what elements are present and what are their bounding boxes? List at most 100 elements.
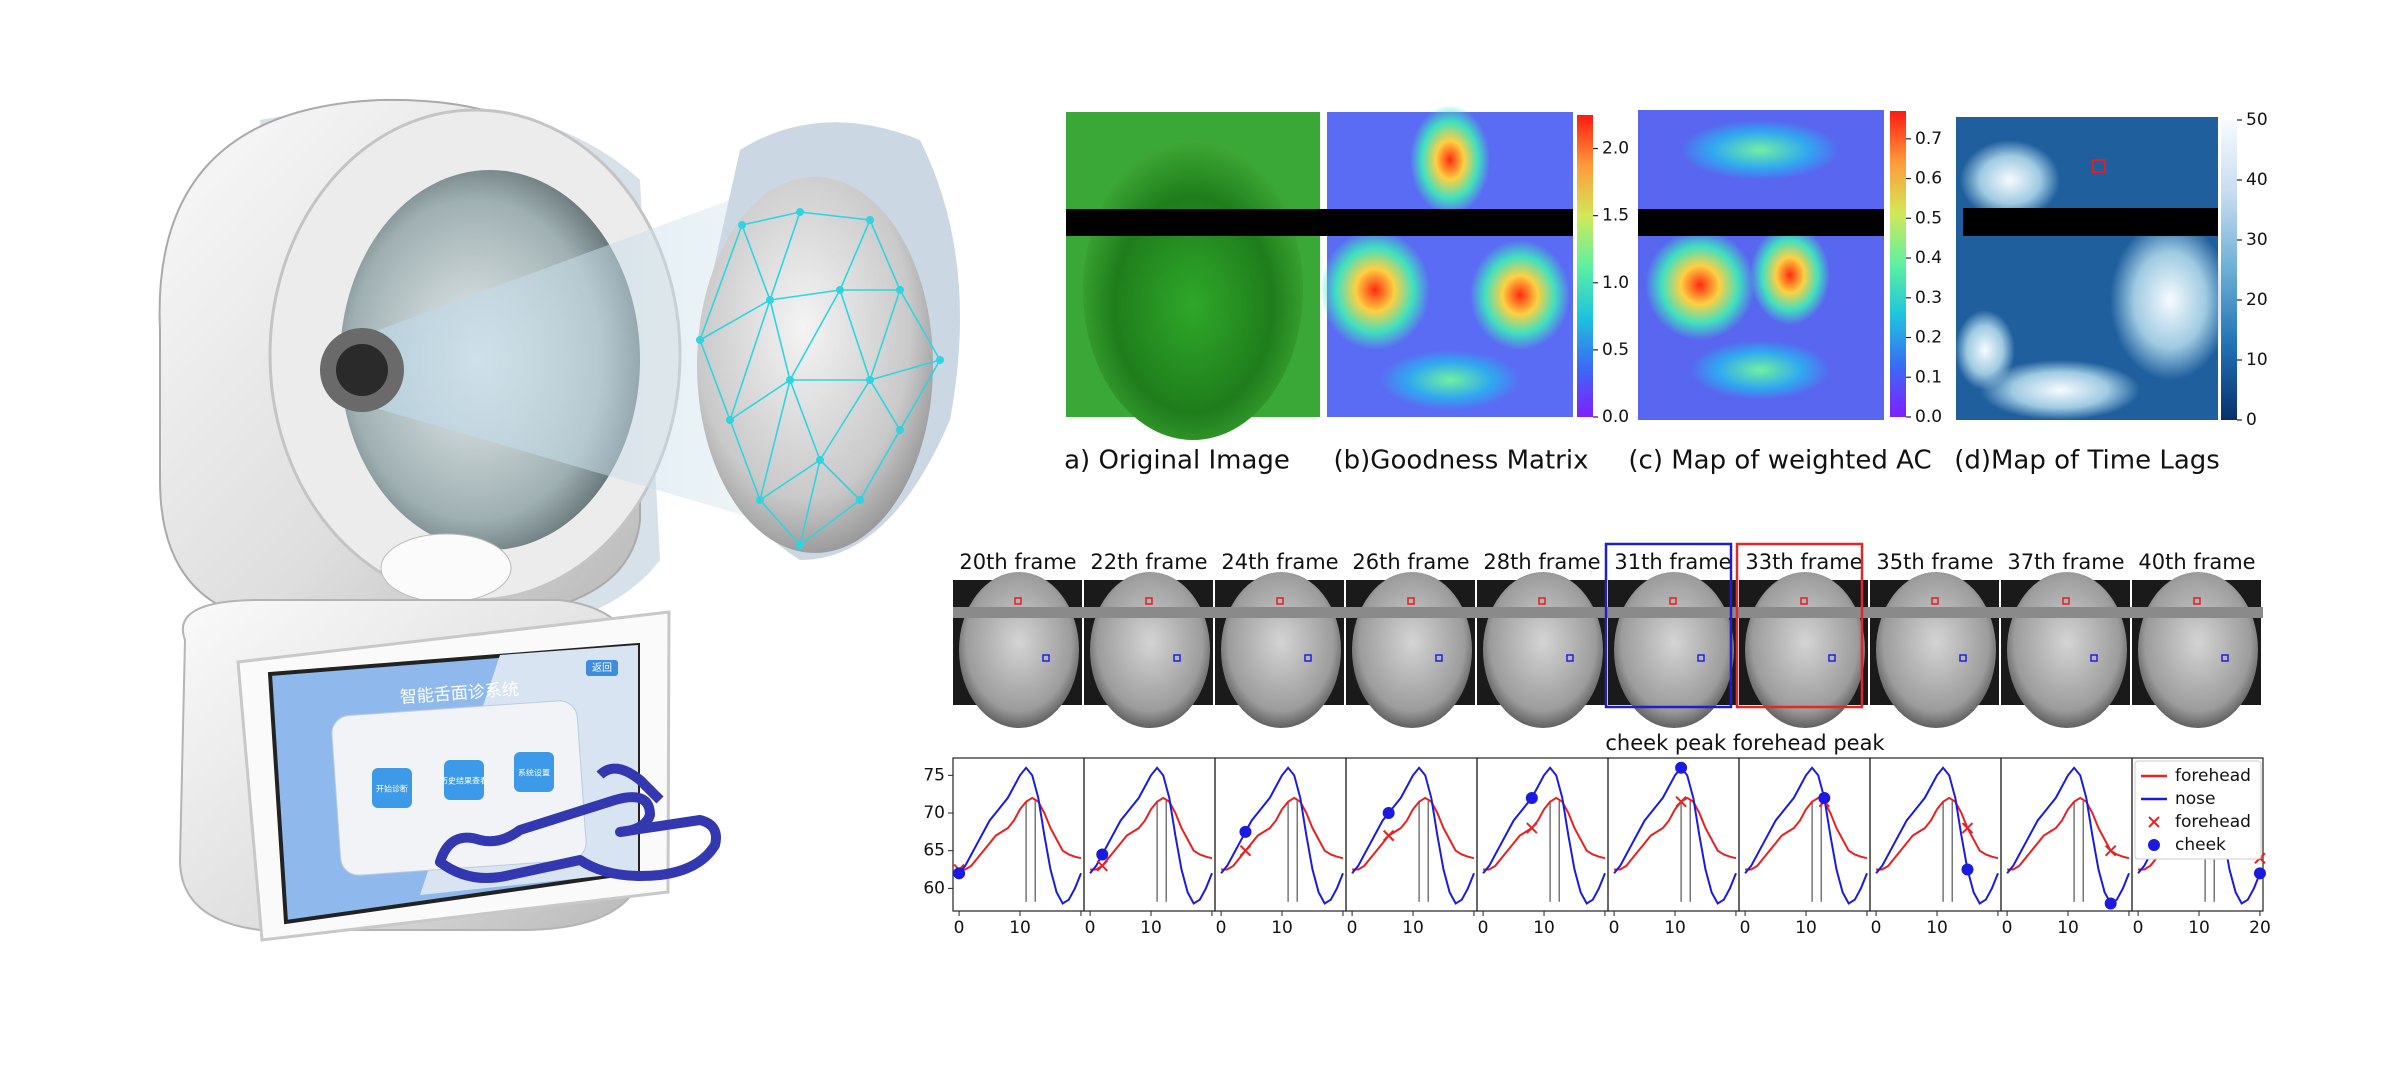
frame-label: 22th frame bbox=[1090, 550, 1207, 574]
frame-eye-bar bbox=[1477, 607, 1608, 618]
frame-face bbox=[1614, 572, 1734, 728]
colorbar-tick-label: 0 bbox=[2246, 410, 2257, 430]
panel-frame bbox=[1345, 757, 1478, 912]
hotspot bbox=[1380, 350, 1520, 410]
button[interactable] bbox=[444, 760, 484, 800]
device-illustration: 智能舌面诊系统 返回 开始诊断 历史结果查看 系统设置 bbox=[158, 98, 960, 942]
frame-eye-bar bbox=[1346, 607, 1477, 618]
x-tick-label: 10 bbox=[1140, 918, 1162, 938]
frame-eye-bar bbox=[2001, 607, 2132, 618]
frame-label: 40th frame bbox=[2138, 550, 2255, 574]
series-line bbox=[1614, 796, 1737, 871]
corner-button[interactable] bbox=[586, 660, 618, 676]
series-line bbox=[1875, 766, 1999, 905]
colorbar-tick-label: 0.5 bbox=[1602, 340, 1629, 360]
hotspot bbox=[1645, 230, 1755, 340]
button[interactable] bbox=[514, 752, 554, 792]
panel-frame bbox=[1738, 757, 1871, 912]
colorbar-tick-label: 0.0 bbox=[1602, 407, 1629, 427]
colorbar-tick-label: 1.0 bbox=[1602, 273, 1629, 293]
colorbar-tick-label: 0.5 bbox=[1915, 208, 1942, 228]
cheek-marker bbox=[1096, 848, 1109, 861]
forehead-marker bbox=[1675, 796, 1687, 808]
map-caption: a) Original Image bbox=[1064, 446, 1290, 476]
hotspot bbox=[2110, 220, 2230, 380]
hotspot bbox=[1410, 105, 1490, 215]
frame-highlight bbox=[1604, 542, 1733, 709]
hotspot bbox=[1320, 230, 1430, 350]
frame-highlight bbox=[1735, 542, 1864, 709]
cheek-roi bbox=[1828, 654, 1836, 662]
frame-eye-bar bbox=[1084, 607, 1215, 618]
colorbar-tick-label: 30 bbox=[2246, 230, 2268, 250]
series-line bbox=[1876, 796, 1999, 871]
x-tick-label: 0 bbox=[1740, 918, 1751, 938]
colorbar-tick-label: 0.4 bbox=[1915, 248, 1942, 268]
frame-face bbox=[2007, 572, 2127, 728]
annotation: cheek peak forehead peak bbox=[1605, 731, 1885, 755]
map-caption: (b)Goodness Matrix bbox=[1334, 446, 1589, 476]
hotspot bbox=[1980, 360, 2140, 420]
cheek-marker bbox=[2253, 867, 2266, 880]
forehead-marker bbox=[1526, 822, 1538, 834]
x-tick-label: 10 bbox=[1795, 918, 1817, 938]
colorbar-tick-label: 0.6 bbox=[1915, 169, 1942, 189]
hotspot bbox=[1750, 225, 1830, 325]
colorbar-tick-label: 2.0 bbox=[1602, 139, 1629, 159]
forehead-roi bbox=[1145, 597, 1153, 605]
series-line bbox=[1483, 796, 1606, 871]
series-line bbox=[1090, 796, 1213, 871]
map-images bbox=[1066, 105, 2230, 440]
colorbar-tick-label: 0.0 bbox=[1915, 407, 1942, 427]
colorbar-tick-label: 10 bbox=[2246, 350, 2268, 370]
colorbar-tick-label: 0.7 bbox=[1915, 129, 1942, 149]
x-tick-label: 10 bbox=[2057, 918, 2079, 938]
frame-label: 26th frame bbox=[1352, 550, 1469, 574]
forehead-marker bbox=[1382, 829, 1395, 842]
frame-label: 33th frame bbox=[1745, 550, 1862, 574]
x-tick-label: 0 bbox=[2133, 918, 2144, 938]
series-line bbox=[958, 766, 1082, 905]
hand bbox=[435, 763, 721, 883]
cheek-marker bbox=[1961, 863, 1974, 876]
button-label: 系统设置 bbox=[518, 768, 550, 778]
roi-box bbox=[2092, 159, 2106, 173]
y-tick-label: 70 bbox=[923, 803, 945, 823]
panel-frame bbox=[1476, 757, 1609, 912]
series-line bbox=[2006, 766, 2130, 905]
x-tick-label: 0 bbox=[1085, 918, 1096, 938]
eye-mask bbox=[1963, 208, 2218, 236]
hotspot bbox=[1960, 140, 2060, 220]
y-tick-label: 75 bbox=[923, 765, 945, 785]
frame-face bbox=[1090, 572, 1210, 728]
mesh-points bbox=[696, 208, 944, 549]
button[interactable] bbox=[372, 768, 412, 808]
frame-face bbox=[1483, 572, 1603, 728]
panel-frame bbox=[2131, 757, 2264, 912]
forehead-roi bbox=[1276, 597, 1284, 605]
colorbar-tick-label: 20 bbox=[2246, 290, 2268, 310]
x-tick-label: 10 bbox=[1402, 918, 1424, 938]
panel-frame bbox=[952, 757, 1085, 912]
cheek-roi bbox=[1304, 654, 1312, 662]
eye-mask bbox=[1638, 209, 1884, 236]
frame-face bbox=[1352, 572, 1472, 728]
cheek-roi bbox=[1435, 654, 1443, 662]
legend-box bbox=[2134, 760, 2262, 860]
cheek-marker bbox=[1675, 761, 1688, 774]
cheek-roi bbox=[1566, 654, 1574, 662]
series-line bbox=[1613, 766, 1737, 905]
colorbar-tick-label: 0.3 bbox=[1915, 288, 1942, 308]
button-label: 开始诊断 bbox=[376, 784, 408, 794]
light-beam bbox=[365, 200, 760, 520]
series-line bbox=[1482, 766, 1606, 905]
eye-mask bbox=[1066, 209, 1573, 236]
x-tick-label: 10 bbox=[1009, 918, 1031, 938]
forehead-roi bbox=[1538, 597, 1546, 605]
frame-label: 31th frame bbox=[1614, 550, 1731, 574]
cheek-marker bbox=[2104, 897, 2117, 910]
frame-label: 35th frame bbox=[1876, 550, 1993, 574]
frame-label: 24th frame bbox=[1221, 550, 1338, 574]
